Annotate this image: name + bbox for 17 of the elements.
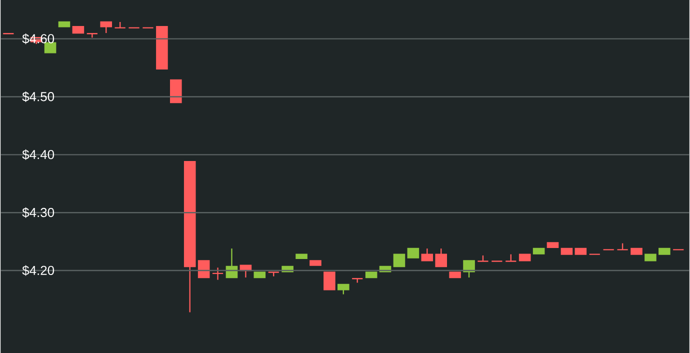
- candlestick: [86, 32, 98, 38]
- candlestick: [337, 284, 350, 295]
- y-tick-label: $4.50: [22, 91, 54, 102]
- y-tick-label: $4.30: [22, 207, 54, 218]
- candlestick: [100, 21, 112, 34]
- candlestick: [324, 271, 336, 290]
- candlestick: [463, 260, 475, 278]
- candlestick: [393, 254, 406, 267]
- candlestick: [435, 248, 448, 267]
- y-tick-label: $4.60: [22, 33, 54, 44]
- candlestick: [421, 248, 434, 262]
- candlestick: [198, 260, 210, 278]
- y-tick-label: $4.20: [22, 265, 54, 276]
- candlestick: [170, 79, 182, 103]
- candlestick: [212, 266, 224, 280]
- y-tick-label: $4.40: [22, 149, 54, 160]
- candlestick: [407, 248, 420, 258]
